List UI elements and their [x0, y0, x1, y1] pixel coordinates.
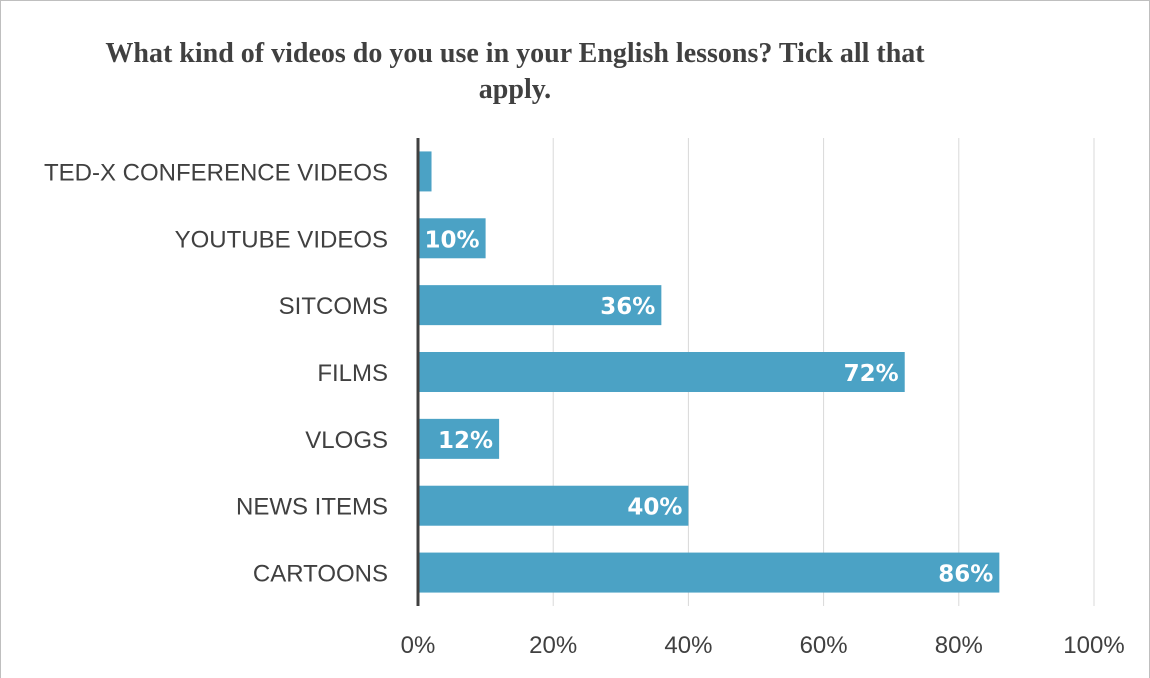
- x-tick-label: 40%: [664, 632, 712, 659]
- bar: [418, 485, 689, 526]
- bar: [418, 151, 432, 192]
- x-tick-label: 80%: [935, 632, 983, 659]
- bar: [418, 552, 1000, 593]
- category-label: SITCOMS: [279, 293, 388, 320]
- category-label: VLOGS: [305, 427, 388, 454]
- x-tick-label: 0%: [401, 632, 436, 659]
- bar: [418, 218, 486, 259]
- category-label: FILMS: [317, 360, 388, 387]
- bar: [418, 418, 500, 459]
- chart-title: What kind of videos do you use in your E…: [105, 38, 925, 105]
- category-label: YOUTUBE VIDEOS: [175, 226, 388, 253]
- data-label: 10%: [425, 227, 480, 253]
- data-label: 86%: [938, 562, 993, 588]
- bar: [418, 285, 662, 326]
- data-label: 72%: [844, 361, 899, 387]
- category-label: CARTOONS: [253, 561, 388, 588]
- x-tick-label: 60%: [800, 632, 848, 659]
- x-tick-label: 100%: [1063, 632, 1124, 659]
- data-label: 40%: [627, 495, 682, 521]
- data-label: 36%: [600, 294, 655, 320]
- category-label: NEWS ITEMS: [236, 494, 388, 521]
- bar: [418, 352, 905, 392]
- category-label: TED-X CONFERENCE VIDEOS: [44, 159, 388, 186]
- x-tick-label: 20%: [529, 632, 577, 659]
- data-label: 12%: [438, 428, 493, 454]
